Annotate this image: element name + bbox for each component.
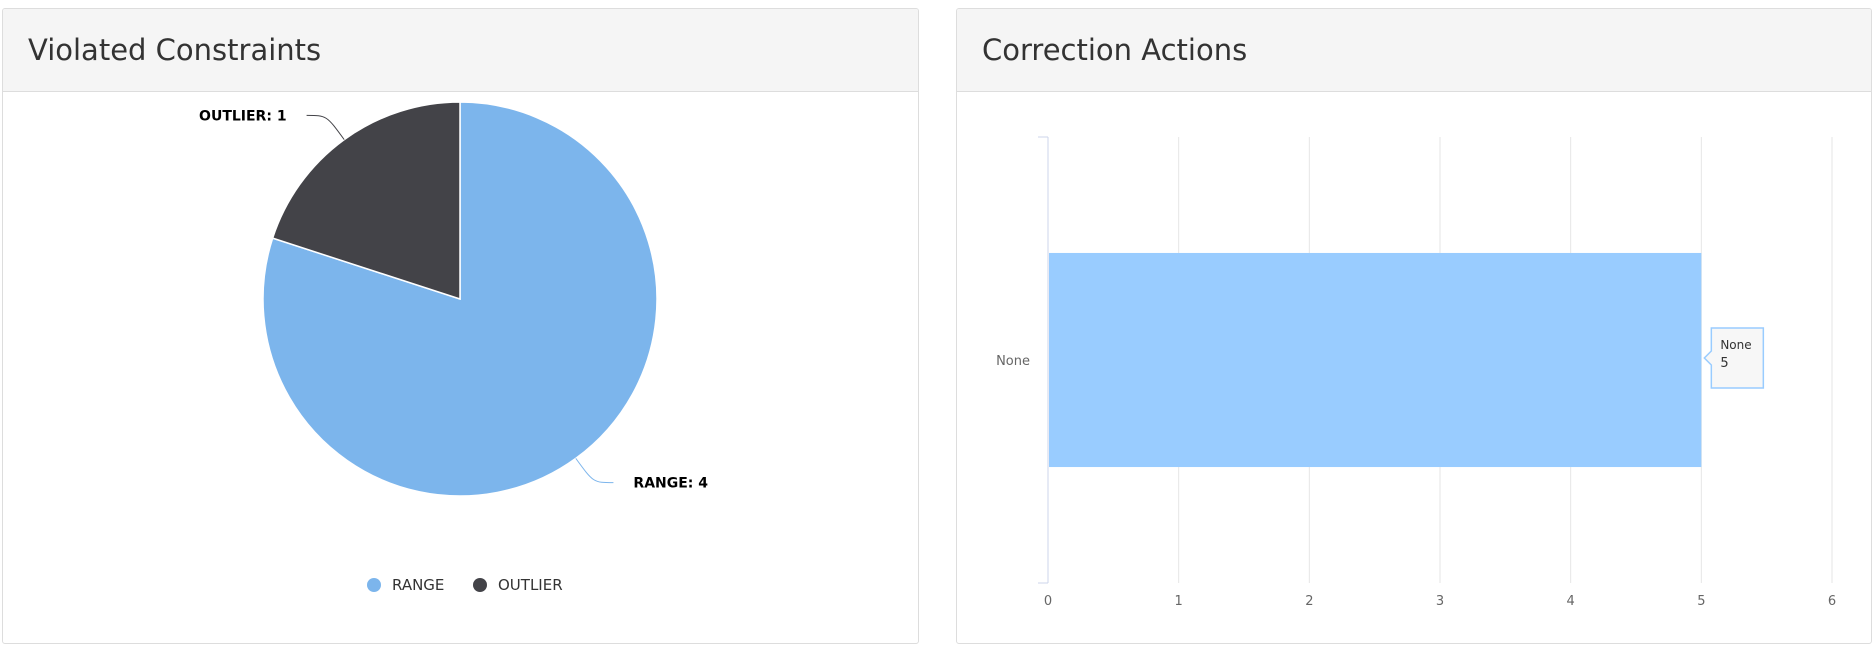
pie-connector <box>306 114 345 140</box>
x-tick-label: 1 <box>1175 594 1183 609</box>
tooltip-category: None <box>1720 338 1751 352</box>
panel-header: Correction Actions <box>957 9 1871 92</box>
x-tick-label: 6 <box>1828 594 1836 609</box>
pie-slice-outlier[interactable] <box>271 101 461 301</box>
bar-tooltip: None 5 <box>1703 327 1765 389</box>
x-tick-label: 4 <box>1567 594 1575 609</box>
bar-chart: 0 1 2 3 4 5 6 None None 5 <box>996 136 1836 609</box>
pie-chart: RANGE: 4 OUTLIER: 1 RANGE OUTLIER <box>199 101 708 594</box>
x-tick-label: 5 <box>1697 594 1705 609</box>
tooltip-value: 5 <box>1720 356 1728 371</box>
x-tick-label: 3 <box>1436 594 1444 609</box>
pie-data-label: OUTLIER: 1 <box>199 108 287 124</box>
legend-item-outlier[interactable]: OUTLIER <box>498 576 563 594</box>
legend-marker-range[interactable] <box>367 578 381 592</box>
x-tick-label: 0 <box>1044 594 1052 609</box>
bar-none[interactable] <box>1049 252 1702 468</box>
correction-actions-panel: Correction Actions 0 1 2 3 4 5 6 None None 5 <box>956 8 1872 644</box>
panel-title: Correction Actions <box>982 33 1248 67</box>
tooltip-box <box>1703 327 1765 389</box>
legend-marker-outlier[interactable] <box>473 578 487 592</box>
legend-item-range[interactable]: RANGE <box>392 576 444 594</box>
pie-data-label: RANGE: 4 <box>633 476 708 492</box>
y-category-label: None <box>996 354 1030 369</box>
panel-title: Violated Constraints <box>28 33 322 67</box>
x-tick-label: 2 <box>1305 594 1313 609</box>
panel-header: Violated Constraints <box>3 9 918 92</box>
pie-connector <box>575 458 614 484</box>
pie-legend: RANGE OUTLIER <box>367 576 563 594</box>
